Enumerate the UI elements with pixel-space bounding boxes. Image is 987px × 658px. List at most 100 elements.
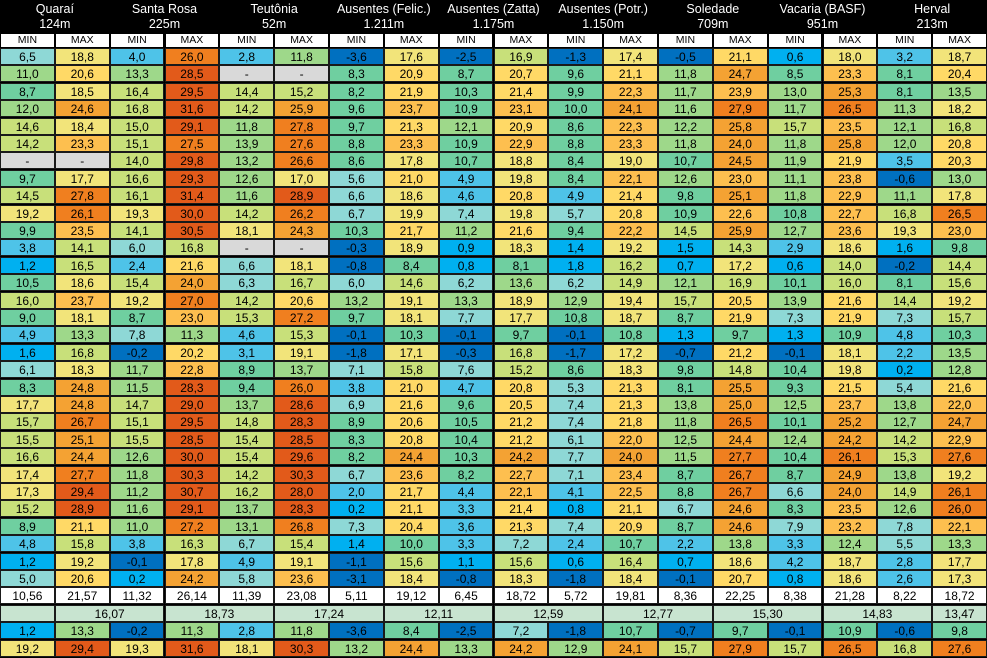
min-temp-cell: 8,9 xyxy=(329,413,384,431)
max-temp-cell: 30,7 xyxy=(164,483,220,500)
max-temp-cell: 21,6 xyxy=(493,222,549,239)
max-temp-cell: 26,0 xyxy=(274,378,329,396)
min-temp-cell: 14,2 xyxy=(219,100,275,118)
max-temp-cell: 20,8 xyxy=(603,204,658,222)
max-temp-cell: 17,7 xyxy=(493,309,549,326)
max-temp-cell: 23,5 xyxy=(822,500,878,518)
max-column-label: MAX xyxy=(933,34,986,47)
max-temp-cell: 21,1 xyxy=(383,500,439,518)
max-temp-cell: 18,6 xyxy=(712,552,768,570)
max-temp-cell: 31,4 xyxy=(164,187,220,205)
max-temp-cell: 22,6 xyxy=(712,204,768,222)
min-temp-cell: 15,7 xyxy=(658,291,713,309)
overall-mean-filler xyxy=(0,604,55,622)
min-temp-cell: 8,1 xyxy=(877,82,933,100)
min-temp-cell: 6,7 xyxy=(219,535,275,553)
max-temp-cell: 20,4 xyxy=(383,517,439,535)
station-altitude: 1.175m xyxy=(472,17,515,31)
min-temp-cell: -0,1 xyxy=(109,552,165,570)
max-temp-cell: 17,2 xyxy=(603,343,658,361)
max-temp-cell: 26,7 xyxy=(54,413,110,431)
min-temp-cell: 1,4 xyxy=(329,535,384,553)
max-temp-cell: 30,3 xyxy=(274,465,329,483)
min-column-label: MIN xyxy=(659,34,712,47)
min-temp-cell: 12,7 xyxy=(767,222,823,239)
lowest-min-cell: -0,7 xyxy=(658,622,713,640)
min-temp-cell: 11,8 xyxy=(219,117,275,135)
max-temp-cell: - xyxy=(274,239,329,257)
min-temp-cell: 0,6 xyxy=(548,552,604,570)
min-temp-cell: 4,7 xyxy=(438,378,494,396)
max-temp-cell: 19,8 xyxy=(822,361,878,379)
max-temp-cell: 7,2 xyxy=(493,535,549,553)
min-temp-cell: -0,7 xyxy=(658,343,713,361)
max-temp-cell: 21,2 xyxy=(493,413,549,431)
max-temp-cell: 20,8 xyxy=(493,187,549,205)
max-temp-cell: 16,2 xyxy=(603,256,658,274)
min-temp-cell: 15,7 xyxy=(0,413,55,431)
min-temp-cell: 8,3 xyxy=(0,378,55,396)
station-name: Ausentes (Potr.) xyxy=(558,2,648,16)
min-temp-cell: -1,1 xyxy=(329,552,384,570)
highest-min-cell: 16,8 xyxy=(877,639,933,657)
max-temp-cell: 24,2 xyxy=(493,448,549,466)
max-temp-cell: 20,7 xyxy=(493,65,549,83)
max-temp-cell: 25,0 xyxy=(712,396,768,413)
max-temp-cell: 28,5 xyxy=(164,430,220,448)
max-temp-cell: 16,4 xyxy=(603,552,658,570)
min-temp-cell: 11,0 xyxy=(109,517,165,535)
max-temp-cell: 14,6 xyxy=(383,274,439,292)
max-temp-cell: 19,2 xyxy=(932,465,987,483)
max-temp-cell: 27,7 xyxy=(712,448,768,466)
min-temp-cell: 2,8 xyxy=(877,552,933,570)
min-temp-cell: 2,6 xyxy=(877,570,933,587)
max-temp-cell: 24,9 xyxy=(822,465,878,483)
min-temp-cell: 11,8 xyxy=(658,413,713,431)
min-temp-cell: 0,6 xyxy=(767,48,823,65)
min-temp-cell: 15,3 xyxy=(219,309,275,326)
min-temp-cell: 11,8 xyxy=(658,135,713,152)
max-temp-cell: 18,1 xyxy=(54,309,110,326)
max-temp-cell: 23,0 xyxy=(712,169,768,187)
min-temp-cell: 3,1 xyxy=(219,343,275,361)
min-temp-cell: 8,7 xyxy=(658,309,713,326)
max-temp-cell: 18,5 xyxy=(54,82,110,100)
min-temp-cell: 13,9 xyxy=(767,291,823,309)
min-temp-cell: 14,5 xyxy=(658,222,713,239)
min-temp-cell: 11,8 xyxy=(767,135,823,152)
min-temp-cell: 6,0 xyxy=(329,274,384,292)
lowest-max-cell: 7,2 xyxy=(493,622,549,640)
max-temp-cell: 19,2 xyxy=(54,552,110,570)
station-altitude: 951m xyxy=(806,17,839,31)
min-temp-cell: 9,8 xyxy=(658,361,713,379)
max-temp-cell: 13,8 xyxy=(712,535,768,553)
min-temp-cell: 4,1 xyxy=(548,483,604,500)
max-temp-cell: 13,7 xyxy=(274,361,329,379)
min-temp-cell: 8,4 xyxy=(548,152,604,170)
max-temp-cell: 25,3 xyxy=(822,82,878,100)
max-temp-cell: 28,0 xyxy=(274,483,329,500)
max-temp-cell: 24,6 xyxy=(712,517,768,535)
lowest-max-cell: 9,8 xyxy=(932,622,987,640)
max-temp-cell: 11,3 xyxy=(164,326,220,344)
min-temp-cell: 7,8 xyxy=(877,517,933,535)
min-temp-cell: 13,3 xyxy=(109,65,165,83)
max-temp-cell: 20,9 xyxy=(383,65,439,83)
min-column-label: MIN xyxy=(330,34,383,47)
max-temp-cell: 18,6 xyxy=(54,274,110,292)
min-temp-cell: 13,7 xyxy=(219,500,275,518)
min-temp-cell: 10,0 xyxy=(548,100,604,118)
min-temp-cell: 10,3 xyxy=(329,222,384,239)
highest-max-cell: 30,3 xyxy=(274,639,329,657)
min-temp-cell: -0,2 xyxy=(877,256,933,274)
station-name: Ausentes (Felic.) xyxy=(336,2,431,16)
min-temp-cell: 12,7 xyxy=(877,413,933,431)
highest-min-cell: 18,1 xyxy=(219,639,275,657)
min-temp-cell: 15,0 xyxy=(109,117,165,135)
max-temp-cell: 27,6 xyxy=(274,135,329,152)
max-temp-cell: 21,1 xyxy=(603,500,658,518)
min-temp-cell: 8,1 xyxy=(877,274,933,292)
max-temp-cell: 18,6 xyxy=(822,239,878,257)
max-temp-cell: 10,3 xyxy=(383,326,439,344)
max-temp-cell: 17,7 xyxy=(932,552,987,570)
